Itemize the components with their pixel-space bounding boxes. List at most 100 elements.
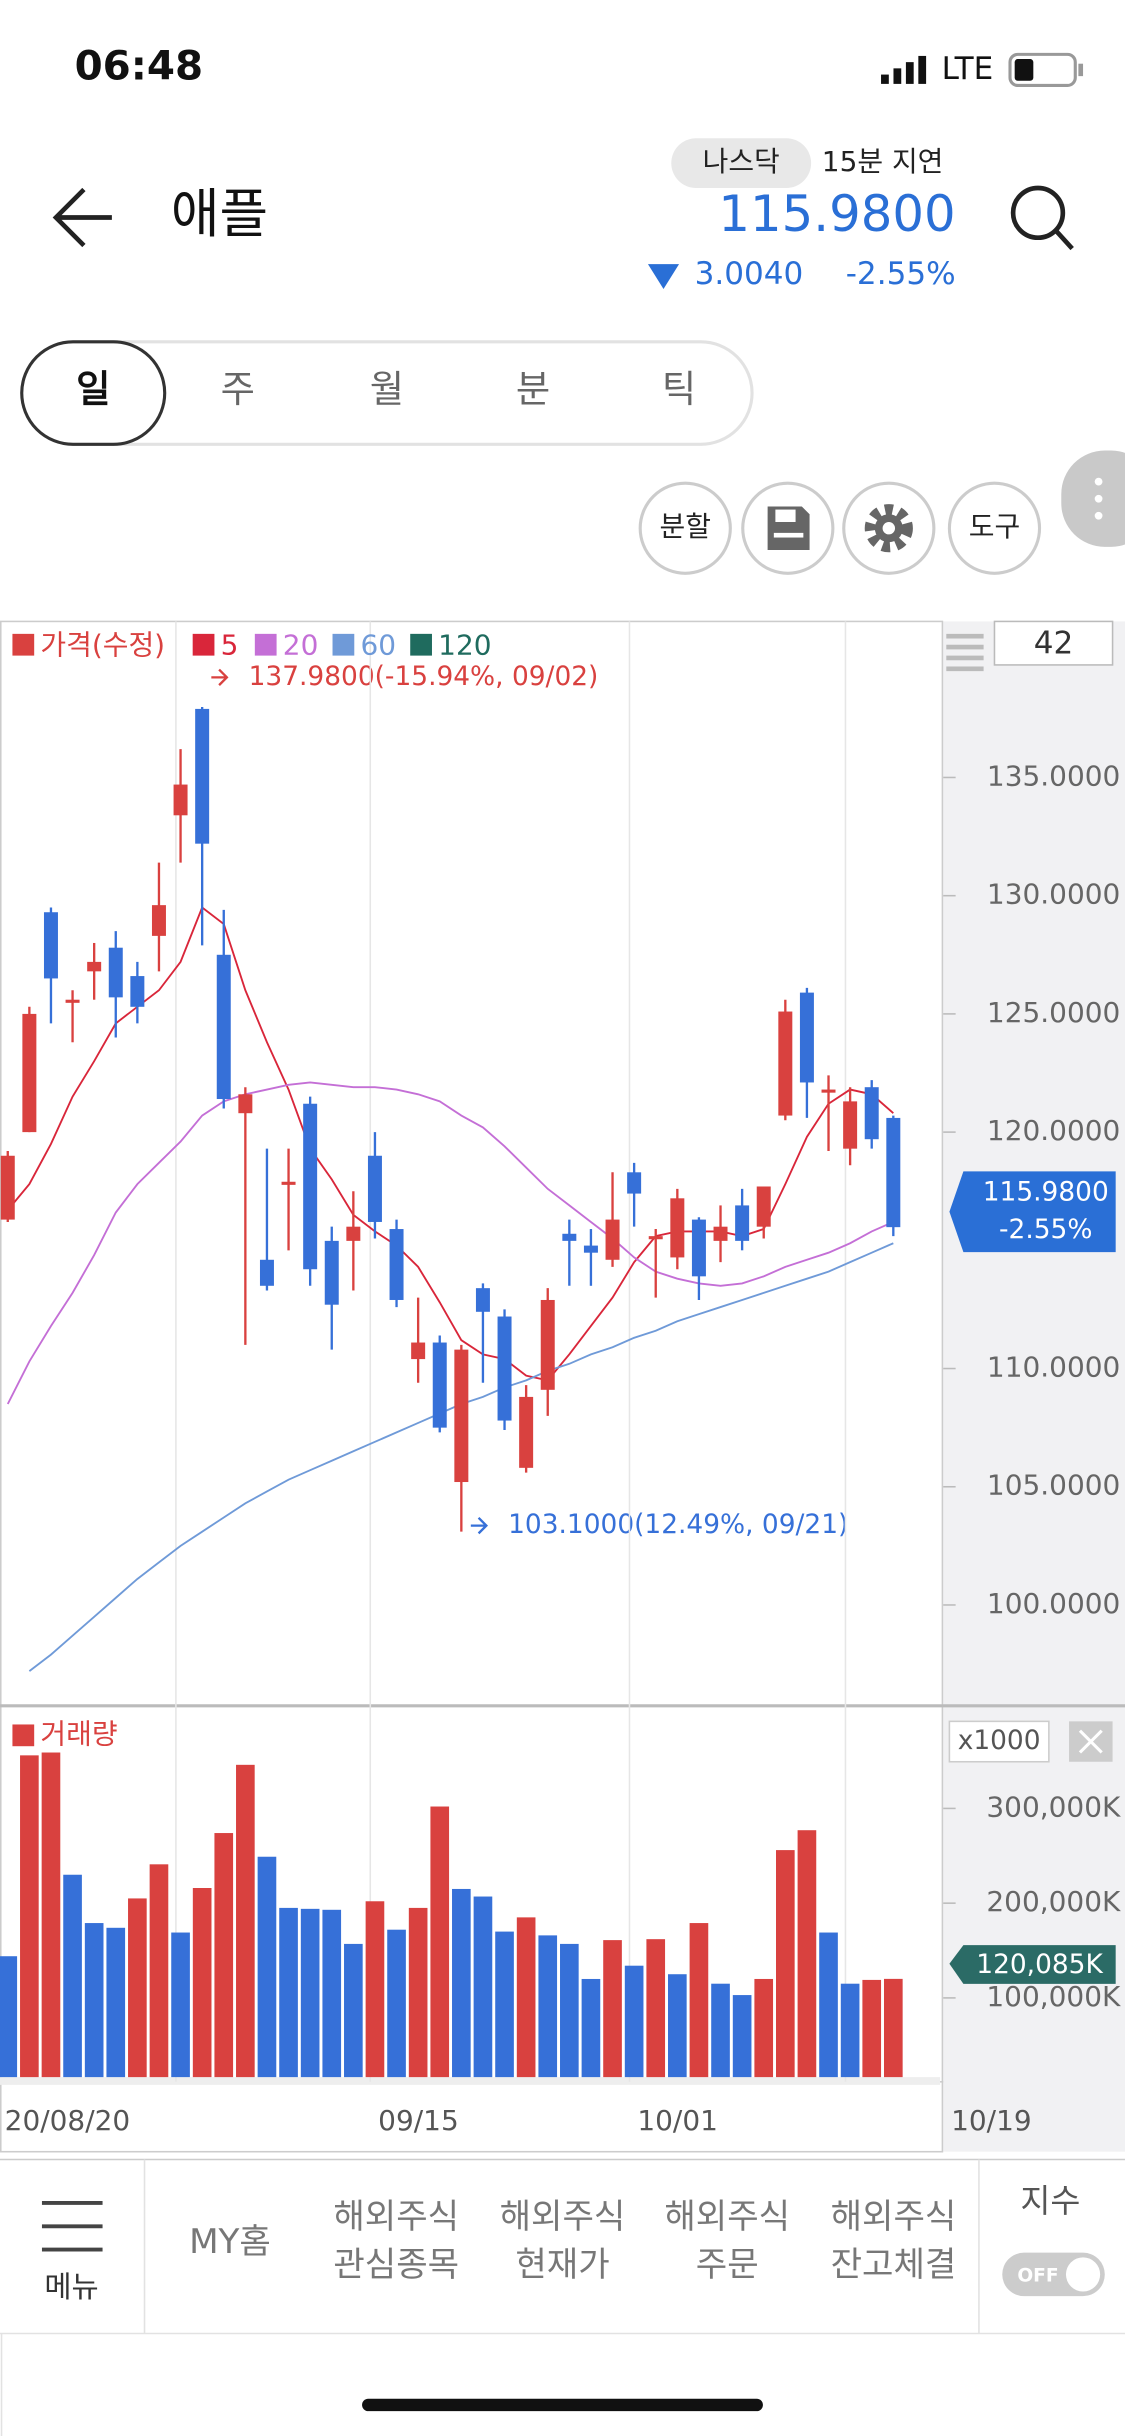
menu-icon[interactable]: [41, 2201, 103, 2252]
market-label: 나스닥: [703, 145, 780, 178]
volume-bar: [257, 1856, 277, 2078]
candle-body: [821, 1089, 836, 1093]
candle-body: [583, 1245, 598, 1253]
nav-item[interactable]: 해외주식: [831, 2197, 957, 2237]
y-tick-label: 135.0000: [987, 759, 1120, 792]
volume-bar: [84, 1923, 104, 2078]
axis-column: [943, 621, 1125, 2152]
delay-label: 15분 지연: [822, 145, 944, 178]
volume-bar: [732, 1995, 752, 2078]
count-box[interactable]: [993, 620, 1114, 666]
candle-body: [799, 992, 814, 1083]
nav-item[interactable]: MY홈: [189, 2222, 271, 2262]
list-icon: [946, 633, 984, 672]
side-handle[interactable]: [1061, 450, 1125, 547]
volume-bar: [862, 1979, 882, 2078]
nav-item[interactable]: 잔고체결: [831, 2245, 957, 2285]
back-button[interactable]: [52, 187, 112, 248]
low-annotation: 103.1000(12.49%, 09/21): [508, 1509, 848, 1540]
scrollbar[interactable]: [0, 2077, 941, 2085]
nav-item[interactable]: 현재가: [515, 2245, 609, 2285]
toggle-label: 지수: [1020, 2182, 1080, 2220]
volume-bar: [776, 1850, 795, 2078]
nav-item[interactable]: 해외주식: [333, 2197, 459, 2237]
volume-bar: [473, 1896, 493, 2078]
search-button[interactable]: [1010, 185, 1074, 251]
candle-body: [259, 1259, 274, 1286]
candle-body: [886, 1117, 901, 1228]
down-triangle: [647, 264, 680, 289]
period-tab[interactable]: 주: [221, 367, 255, 411]
last-price-box: [949, 1171, 1116, 1253]
volume-bar: [387, 1929, 406, 2078]
side-dots: [1094, 477, 1103, 520]
volume-bar: [624, 1965, 644, 2078]
volume-bar: [754, 1978, 774, 2078]
legend-label: 60: [360, 628, 396, 661]
toggle-state: OFF: [1017, 2265, 1058, 2286]
volume-bars: [0, 1752, 903, 2078]
low-arrow: [470, 1517, 489, 1535]
volume-bar: [452, 1888, 471, 2078]
volume-bar: [689, 1923, 709, 2078]
x-tick-label: 10/01: [637, 2104, 718, 2137]
nav-item[interactable]: 해외주식: [664, 2197, 790, 2237]
y-tick-label: 125.0000: [987, 996, 1120, 1029]
candle-body: [173, 784, 188, 816]
volume-bar: [149, 1864, 169, 2078]
candle-body: [87, 961, 102, 972]
volume-bar: [192, 1888, 212, 2078]
menu-label: 메뉴: [44, 2270, 98, 2304]
volume-bar: [128, 1898, 147, 2078]
nav-item[interactable]: 해외주식: [500, 2197, 626, 2237]
x-tick-label: 10/19: [951, 2104, 1032, 2137]
volume-bar: [538, 1935, 558, 2078]
volume-bar: [495, 1931, 514, 2078]
period-tab[interactable]: 월: [370, 367, 404, 411]
candle-body: [22, 1013, 37, 1133]
candle-body: [475, 1288, 490, 1312]
period-tab[interactable]: 틱: [662, 367, 696, 411]
network-label: LTE: [942, 51, 994, 87]
x-tick-label: 20/08/20: [5, 2104, 131, 2137]
legend-swatch: [12, 1724, 35, 1747]
close-volume[interactable]: [1069, 1721, 1113, 1762]
period-tab[interactable]: 일: [76, 367, 110, 411]
candle-body: [843, 1101, 858, 1149]
last-price: 115.9800: [983, 1177, 1109, 1208]
volume-bar: [322, 1909, 342, 2078]
candle-body: [130, 976, 145, 1007]
last-change: -2.55%: [999, 1214, 1092, 1245]
split-button[interactable]: [638, 481, 732, 575]
volume-bar: [603, 1940, 622, 2078]
candle-body: [238, 1094, 253, 1114]
period-tab[interactable]: 분: [516, 367, 550, 411]
candle-body: [281, 1181, 296, 1185]
last-volume: 120,085K: [976, 1949, 1103, 1980]
stock-title: 애플: [171, 184, 268, 245]
volume-bar: [560, 1943, 579, 2078]
y-tick-label: 120.0000: [987, 1114, 1120, 1147]
gear-icon: [864, 504, 913, 553]
volume-bar: [0, 1956, 18, 2078]
y-tick-label: 105.0000: [987, 1469, 1120, 1502]
volume-bar: [279, 1907, 298, 2078]
legend-label: 가격(수정): [40, 628, 165, 661]
tool-button[interactable]: [947, 481, 1042, 575]
volume-bar: [516, 1917, 536, 2078]
legend-swatch: [12, 633, 35, 656]
candle-count: 42: [1034, 626, 1074, 662]
candle-body: [151, 905, 166, 936]
toggle-knob: [1065, 2257, 1101, 2292]
volume-bar: [840, 1983, 860, 2078]
nav-item[interactable]: 주문: [696, 2245, 759, 2285]
legend-swatch: [332, 633, 355, 656]
candle-body: [65, 999, 80, 1003]
volume-tick-label: 200,000K: [986, 1885, 1121, 1918]
candle-body: [864, 1087, 879, 1140]
candle-body: [432, 1342, 447, 1428]
volume-bar: [883, 1978, 903, 2078]
nav-item[interactable]: 관심종목: [333, 2245, 459, 2285]
candle-body: [778, 1011, 793, 1116]
